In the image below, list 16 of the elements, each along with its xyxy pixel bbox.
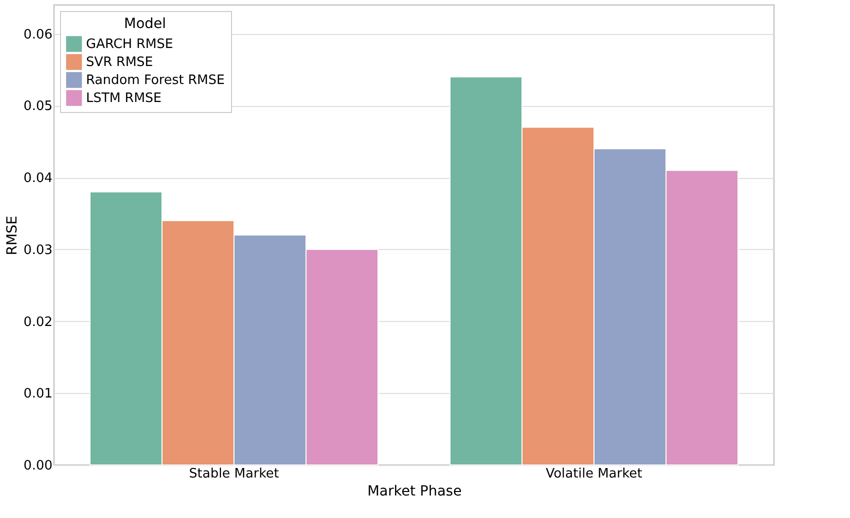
legend-label: Random Forest RMSE — [86, 73, 225, 88]
legend-title: Model — [124, 16, 166, 32]
y-tick-label: 0.05 — [24, 99, 52, 114]
y-tick-label: 0.02 — [24, 314, 52, 330]
legend-label: SVR RMSE — [86, 55, 154, 70]
y-tick-label: 0.01 — [24, 386, 52, 402]
y-tick-label: 0.03 — [24, 242, 52, 258]
x-tick-label: Volatile Market — [546, 466, 642, 482]
x-axis-title: Market Phase — [367, 484, 462, 500]
y-tick-label: 0.06 — [24, 27, 52, 42]
legend-label: LSTM RMSE — [86, 91, 162, 106]
legend-label: GARCH RMSE — [86, 37, 174, 52]
y-tick-label: 0.00 — [24, 458, 52, 474]
x-tick-label: Stable Market — [189, 466, 279, 482]
y-tick-label: 0.04 — [24, 171, 52, 186]
y-axis-title: RMSE — [4, 216, 21, 256]
